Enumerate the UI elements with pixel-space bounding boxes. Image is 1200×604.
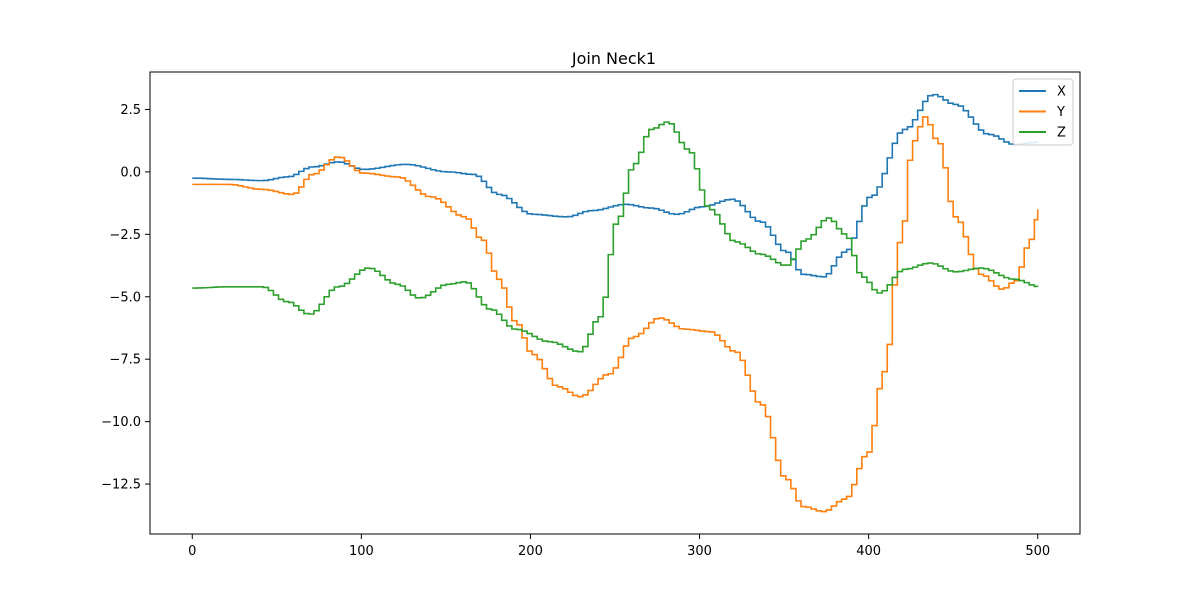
series-line-x bbox=[192, 93, 1039, 278]
x-tick-label: 100 bbox=[349, 544, 374, 559]
x-tick-label: 200 bbox=[518, 544, 543, 559]
y-tick-label: 0.0 bbox=[120, 165, 141, 180]
y-tick-label: 2.5 bbox=[120, 103, 141, 118]
plot-frame bbox=[149, 71, 1081, 535]
y-axis: 2.5 0.0 −2.5 −5.0 −7.5 −10.0 −12.5 bbox=[101, 103, 150, 493]
series-line-y bbox=[192, 116, 1039, 513]
x-tick-label: 500 bbox=[1025, 544, 1050, 559]
x-tick-label: 0 bbox=[188, 544, 196, 559]
y-tick-label: −5.0 bbox=[109, 290, 141, 305]
x-tick-label: 400 bbox=[856, 544, 881, 559]
chart-title: Join Neck1 bbox=[571, 49, 656, 68]
y-tick-label: −2.5 bbox=[109, 228, 141, 243]
series-layer bbox=[192, 93, 1039, 513]
y-tick-label: −7.5 bbox=[109, 353, 141, 368]
series-line-z bbox=[192, 121, 1039, 353]
legend-label-z: Z bbox=[1057, 126, 1066, 141]
y-tick-label: −10.0 bbox=[101, 415, 141, 430]
legend: XYZ bbox=[1012, 78, 1074, 146]
x-axis: 0 100 200 300 400 500 bbox=[188, 534, 1050, 559]
legend-label-x: X bbox=[1057, 85, 1066, 100]
x-tick-label: 300 bbox=[687, 544, 712, 559]
legend-label-y: Y bbox=[1056, 105, 1065, 120]
y-tick-label: −12.5 bbox=[101, 478, 141, 493]
